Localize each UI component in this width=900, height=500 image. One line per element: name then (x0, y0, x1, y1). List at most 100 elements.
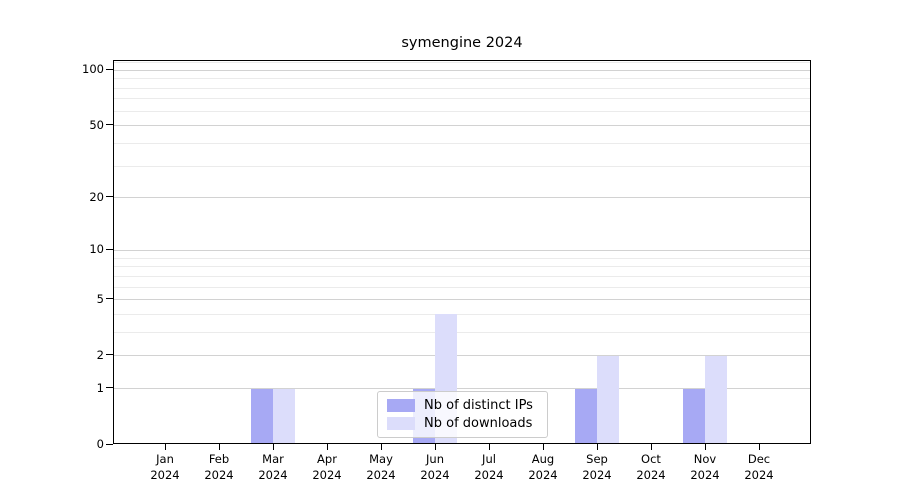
x-axis-tick-label-feb: Feb 2024 (192, 452, 246, 483)
month-label: Aug (531, 452, 555, 466)
month-label: Jan (156, 452, 174, 466)
plot-area (113, 60, 811, 444)
year-label: 2024 (528, 467, 558, 482)
distinct-ips-bar-mar (251, 388, 273, 443)
y-tick-mark (106, 196, 113, 198)
month-label: Oct (641, 452, 661, 466)
x-axis-tick-label-dec: Dec 2024 (732, 452, 786, 483)
year-label: 2024 (420, 467, 450, 482)
chart-title: symengine 2024 (401, 35, 523, 51)
legend-row: Nb of distinct IPs (387, 396, 540, 415)
x-axis-tick-label-aug: Aug 2024 (516, 452, 570, 483)
minor-gridline (114, 78, 810, 80)
downloads-bar-nov (705, 355, 727, 443)
year-label: 2024 (474, 467, 504, 482)
major-gridline (114, 299, 810, 301)
legend-swatch-distinct-ips (387, 398, 415, 412)
year-label: 2024 (150, 467, 180, 482)
legend-label: Nb of downloads (424, 416, 533, 432)
legend-label: Nb of distinct IPs (424, 397, 533, 413)
minor-gridline (114, 62, 810, 64)
year-label: 2024 (690, 467, 720, 482)
x-tick-mark (434, 444, 436, 450)
x-tick-mark (218, 444, 220, 450)
y-axis-tick-label: 5 (96, 291, 104, 306)
year-label: 2024 (636, 467, 666, 482)
minor-gridline (114, 143, 810, 145)
x-tick-mark (380, 444, 382, 450)
minor-gridline (114, 266, 810, 268)
y-tick-mark (106, 68, 113, 70)
y-tick-mark (106, 443, 113, 445)
distinct-ips-bar-sep (575, 388, 597, 443)
x-tick-mark (272, 444, 274, 450)
minor-gridline (114, 313, 810, 315)
distinct-ips-bar-nov (683, 388, 705, 443)
minor-gridline (114, 331, 810, 333)
minor-gridline (114, 87, 810, 89)
minor-gridline (114, 110, 810, 112)
minor-gridline (114, 98, 810, 100)
downloads-bar-sep (597, 355, 619, 443)
month-label: May (369, 452, 393, 466)
x-axis-tick-label-jan: Jan 2024 (138, 452, 192, 483)
major-gridline (114, 388, 810, 390)
legend-row: Nb of downloads (387, 415, 540, 434)
major-gridline (114, 125, 810, 127)
year-label: 2024 (366, 467, 396, 482)
minor-gridline (114, 275, 810, 277)
x-tick-mark (488, 444, 490, 450)
minor-gridline (114, 286, 810, 288)
x-axis-tick-label-may: May 2024 (354, 452, 408, 483)
major-gridline (114, 69, 810, 71)
year-label: 2024 (312, 467, 342, 482)
legend: Nb of distinct IPs Nb of downloads (377, 391, 548, 438)
y-tick-mark (106, 387, 113, 389)
year-label: 2024 (582, 467, 612, 482)
y-axis-tick-label: 100 (82, 62, 104, 77)
x-tick-mark (704, 444, 706, 450)
month-label: Jun (426, 452, 444, 466)
x-axis-tick-label-jul: Jul 2024 (462, 452, 516, 483)
month-label: Jul (482, 452, 496, 466)
x-tick-mark (596, 444, 598, 450)
x-axis-tick-label-sep: Sep 2024 (570, 452, 624, 483)
y-tick-mark (106, 124, 113, 126)
y-axis-tick-label: 2 (96, 347, 104, 362)
y-axis-tick-label: 1 (96, 380, 104, 395)
year-label: 2024 (744, 467, 774, 482)
month-label: Nov (693, 452, 717, 466)
month-label: Apr (317, 452, 337, 466)
y-axis-tick-label: 0 (96, 437, 104, 451)
major-gridline (114, 355, 810, 357)
x-axis-tick-label-apr: Apr 2024 (300, 452, 354, 483)
downloads-bar-mar (273, 388, 295, 443)
x-axis-tick-label-nov: Nov 2024 (678, 452, 732, 483)
year-label: 2024 (204, 467, 234, 482)
x-tick-mark (542, 444, 544, 450)
y-tick-mark (106, 298, 113, 300)
x-tick-mark (650, 444, 652, 450)
month-label: Mar (262, 452, 284, 466)
major-gridline (114, 197, 810, 199)
y-tick-mark (106, 248, 113, 250)
legend-swatch-downloads (387, 417, 415, 431)
x-axis-tick-label-mar: Mar 2024 (246, 452, 300, 483)
x-tick-mark (326, 444, 328, 450)
month-label: Sep (586, 452, 608, 466)
x-tick-mark (164, 444, 166, 450)
y-axis-tick-label: 50 (89, 117, 104, 132)
month-label: Dec (747, 452, 771, 466)
month-label: Feb (208, 452, 230, 466)
minor-gridline (114, 165, 810, 167)
minor-gridline (114, 257, 810, 259)
y-tick-mark (106, 354, 113, 356)
year-label: 2024 (258, 467, 288, 482)
x-axis-tick-label-jun: Jun 2024 (408, 452, 462, 483)
x-axis-tick-label-oct: Oct 2024 (624, 452, 678, 483)
y-axis-tick-label: 10 (89, 242, 104, 257)
x-tick-mark (758, 444, 760, 450)
y-axis-tick-label: 20 (89, 189, 104, 204)
major-gridline (114, 249, 810, 251)
